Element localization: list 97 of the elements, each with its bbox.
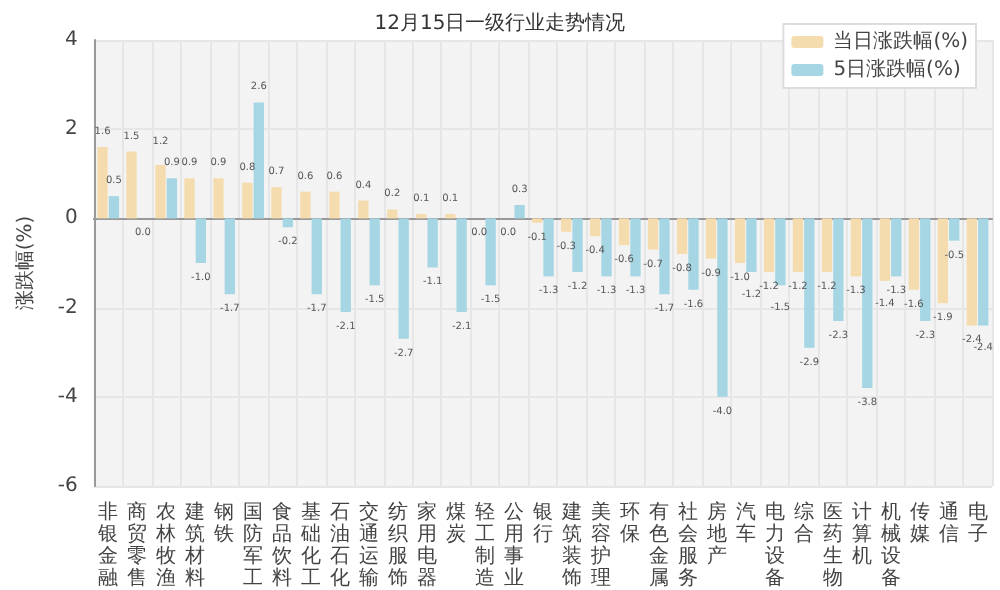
bar bbox=[300, 191, 311, 219]
y-tick-label: 2 bbox=[64, 118, 78, 141]
bar bbox=[398, 218, 409, 339]
x-tick-label: 商贸零售 bbox=[127, 500, 148, 590]
bar bbox=[618, 218, 630, 246]
bar bbox=[184, 178, 195, 219]
y-tick-label: -2 bbox=[57, 296, 78, 319]
bar bbox=[676, 218, 688, 255]
x-tick-label: 纺织服饰 bbox=[385, 500, 408, 590]
bar bbox=[891, 218, 902, 277]
x-tick-label: 通信 bbox=[938, 500, 959, 546]
bar bbox=[966, 218, 977, 326]
bar bbox=[589, 218, 601, 237]
bar bbox=[282, 218, 293, 228]
x-tick-label: 煤炭 bbox=[445, 500, 466, 546]
bar bbox=[862, 218, 873, 388]
bar bbox=[427, 218, 438, 268]
bar bbox=[329, 191, 340, 219]
bar bbox=[456, 218, 467, 313]
bar bbox=[126, 151, 137, 219]
x-tick-label: 钢铁 bbox=[212, 502, 235, 546]
x-tick-label: 非银金融 bbox=[96, 500, 119, 590]
bar bbox=[311, 218, 322, 295]
bar bbox=[253, 102, 264, 219]
bar bbox=[978, 218, 989, 326]
x-tick-label: 综合 bbox=[793, 500, 814, 546]
x-tick-label: 有色金属 bbox=[648, 500, 669, 590]
x-tick-label: 食品饮料 bbox=[270, 500, 293, 590]
bar bbox=[775, 218, 786, 286]
bar bbox=[763, 218, 775, 272]
bar bbox=[879, 218, 891, 281]
x-tick-label: 美容护理 bbox=[588, 500, 611, 590]
bar bbox=[340, 218, 351, 313]
bar bbox=[358, 200, 369, 219]
chart-title: 12月15日一级行业走势情况 bbox=[374, 11, 626, 35]
x-tick-label: 农林牧渔 bbox=[154, 502, 177, 590]
x-tick-label: 机械设备 bbox=[880, 500, 901, 590]
bar bbox=[630, 218, 641, 277]
x-tick-label: 汽车 bbox=[735, 500, 756, 546]
bar bbox=[601, 218, 612, 277]
bar bbox=[937, 218, 949, 304]
bar bbox=[920, 218, 931, 321]
bar bbox=[213, 178, 224, 219]
bar bbox=[271, 187, 282, 219]
x-tick-label: 传媒 bbox=[909, 502, 930, 546]
bar bbox=[242, 182, 253, 219]
bar bbox=[821, 218, 833, 272]
bar bbox=[108, 196, 120, 219]
x-tick-label: 电力设备 bbox=[764, 500, 785, 590]
bar bbox=[387, 209, 398, 219]
bar bbox=[833, 218, 844, 321]
bar bbox=[543, 218, 554, 277]
bar bbox=[734, 218, 746, 263]
x-tick-label: 房地产 bbox=[704, 500, 727, 568]
x-tick-label: 基础化工 bbox=[299, 500, 322, 590]
bar bbox=[514, 205, 525, 219]
bar bbox=[850, 218, 862, 277]
x-tick-label: 计算机 bbox=[851, 500, 872, 568]
x-tick-label: 公用事业 bbox=[503, 500, 524, 590]
x-tick-label: 医药生物 bbox=[822, 502, 843, 590]
y-tick-label: -4 bbox=[57, 385, 78, 408]
bar bbox=[572, 218, 583, 272]
bar bbox=[792, 218, 804, 272]
bar bbox=[705, 218, 717, 259]
x-tick-label: 社会服务 bbox=[677, 500, 698, 590]
bar bbox=[908, 218, 920, 290]
y-tick-label: 4 bbox=[64, 29, 78, 51]
x-tick-label: 银行 bbox=[530, 502, 553, 546]
x-tick-label: 建筑装饰 bbox=[559, 500, 582, 590]
bar bbox=[166, 178, 178, 219]
y-tick-label: 0 bbox=[64, 207, 78, 230]
x-tick-label: 电子 bbox=[967, 500, 988, 546]
x-tick-label: 国防军工 bbox=[243, 502, 264, 590]
x-tick-label: 建筑材料 bbox=[183, 500, 206, 590]
x-tick-label: 交通运输 bbox=[359, 500, 380, 590]
bar bbox=[97, 147, 108, 219]
bar bbox=[659, 218, 670, 295]
bar bbox=[369, 218, 380, 286]
y-tick-label: -6 bbox=[57, 475, 78, 497]
x-tick-label: 环保 bbox=[619, 502, 640, 546]
bar bbox=[717, 218, 728, 397]
bar bbox=[485, 218, 496, 286]
bar bbox=[224, 218, 235, 295]
bar bbox=[195, 218, 207, 263]
legend-label: 当日涨跌幅(%) bbox=[833, 29, 969, 53]
bar bbox=[746, 218, 757, 272]
y-axis-title: 涨跌幅(%) bbox=[13, 215, 37, 311]
legend-label: 5日涨跌幅(%) bbox=[833, 57, 961, 81]
bar bbox=[688, 218, 699, 290]
bar bbox=[155, 164, 166, 219]
bar bbox=[804, 218, 815, 348]
bar bbox=[949, 218, 960, 241]
x-tick-label: 石油石化 bbox=[330, 502, 351, 590]
x-tick-label: 轻工制造 bbox=[474, 500, 495, 590]
bar bbox=[647, 218, 659, 250]
bar bbox=[560, 218, 572, 232]
x-tick-label: 家用电器 bbox=[416, 500, 437, 590]
